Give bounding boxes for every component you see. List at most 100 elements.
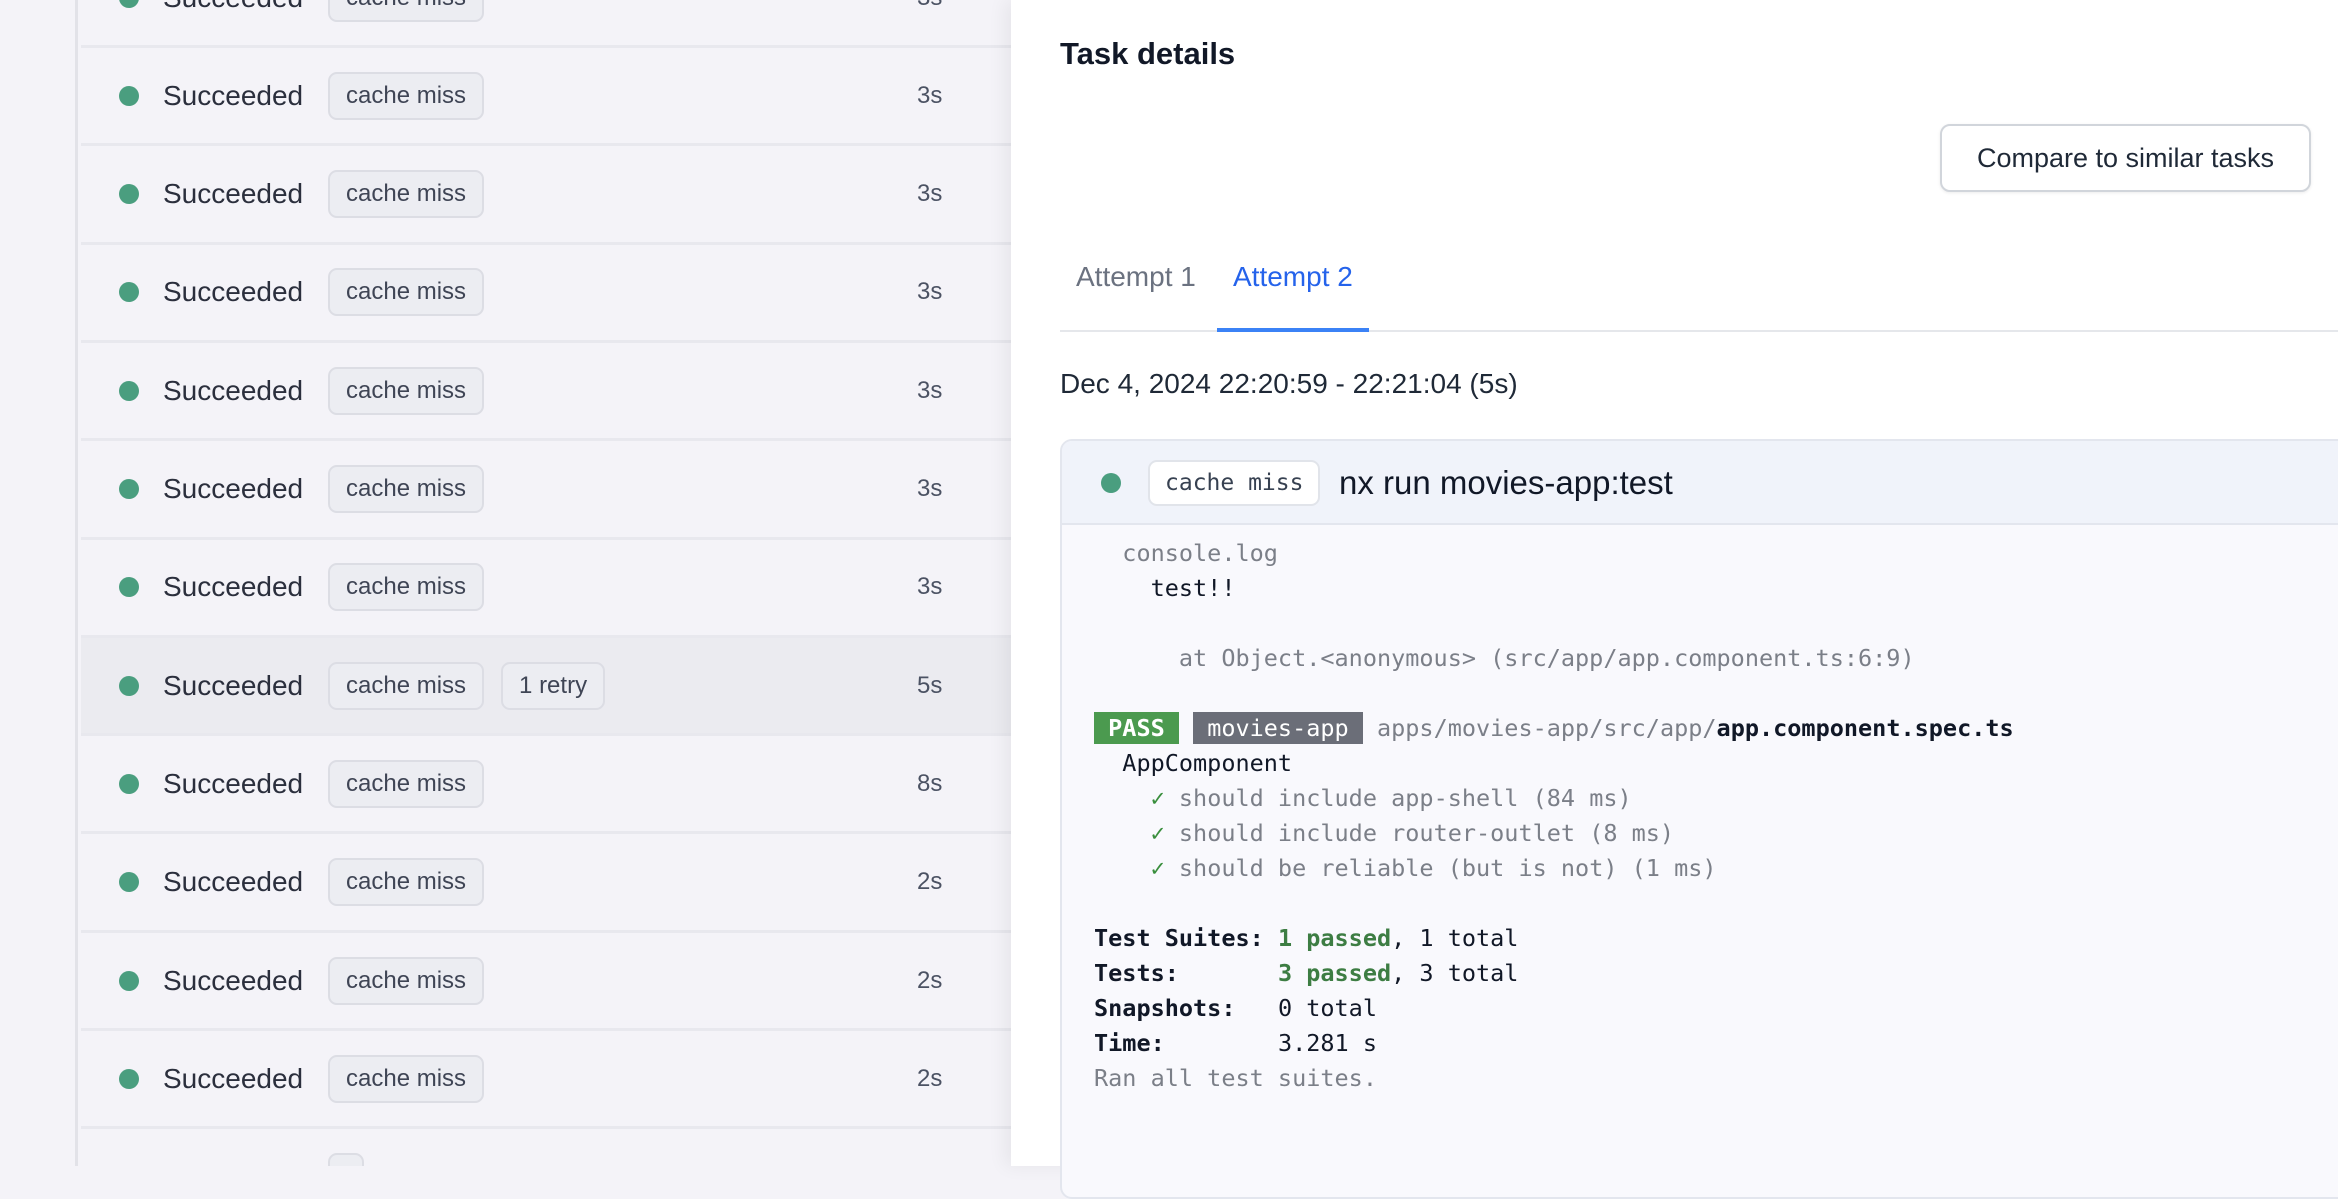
- task-badges: cache miss: [328, 268, 485, 317]
- task-row[interactable]: [81, 1130, 1011, 1166]
- task-duration: 2s: [917, 868, 943, 896]
- task-duration: 5s: [917, 671, 943, 699]
- task-badges: cache miss: [328, 170, 485, 219]
- success-status-dot: [119, 85, 139, 106]
- task-status: Succeeded: [163, 0, 303, 14]
- log-line: [1094, 886, 2014, 921]
- task-badges: cache miss 1 retry: [328, 661, 606, 710]
- log-line: AppComponent: [1094, 746, 2014, 781]
- task-list: Succeeded cache miss 3s Succeeded cache miss…: [81, 0, 1011, 1166]
- project-label: movies-app: [1193, 712, 1363, 744]
- task-duration: 8s: [917, 769, 943, 797]
- run-header[interactable]: cache miss nx run movies-app:test: [1062, 441, 2338, 525]
- log-line: console.log: [1094, 536, 2014, 571]
- log-line: [1094, 606, 2014, 641]
- task-row[interactable]: Succeeded cache miss 2s: [81, 933, 1011, 1031]
- log-segment: Time:: [1094, 1029, 1278, 1057]
- log-segment: [1094, 854, 1151, 882]
- check-icon: ✓: [1150, 854, 1165, 882]
- cache-status-badge: cache miss: [328, 1054, 485, 1103]
- task-row[interactable]: Succeeded cache miss 3s: [81, 147, 1011, 245]
- task-badges: cache miss: [328, 759, 485, 808]
- check-icon: ✓: [1150, 819, 1165, 847]
- task-duration: 3s: [917, 278, 943, 306]
- cache-status-badge: cache miss: [328, 858, 485, 907]
- left-gutter: [0, 0, 78, 1166]
- success-status-dot: [119, 577, 139, 598]
- terminal-output: console.log test!! at Object.<anonymous>…: [1094, 536, 2014, 1096]
- success-status-dot: [119, 479, 139, 499]
- cache-status-badge: cache miss: [1148, 460, 1321, 506]
- task-row[interactable]: Succeeded cache miss 8s: [81, 736, 1011, 835]
- task-details-panel: Task details Compare to similar tasks At…: [1011, 0, 2338, 1199]
- run-output-card: cache miss nx run movies-app:test consol…: [1060, 439, 2338, 1199]
- log-segment: apps/movies-app/src/app/: [1362, 714, 1717, 742]
- cache-status-badge: [328, 1153, 364, 1166]
- log-line: at Object.<anonymous> (src/app/app.compo…: [1094, 641, 2014, 676]
- task-status: Succeeded: [163, 964, 304, 996]
- task-row[interactable]: Succeeded cache miss 3s: [81, 540, 1011, 638]
- log-line: ✓ should include router-outlet (8 ms): [1094, 816, 2014, 851]
- tab-attempt-1[interactable]: Attempt 1: [1076, 261, 1196, 292]
- log-segment: should include router-outlet (8 ms): [1164, 819, 1675, 847]
- log-segment: app.component.spec.ts: [1716, 714, 2014, 742]
- log-line: Time: 3.281 s: [1094, 1026, 2014, 1061]
- cache-status-badge: cache miss: [328, 268, 485, 317]
- log-segment: test!!: [1094, 574, 1236, 602]
- task-duration: 3s: [917, 180, 943, 208]
- log-line: Tests: 3 passed, 3 total: [1094, 956, 2014, 991]
- task-status: Succeeded: [163, 866, 304, 898]
- task-status: Succeeded: [163, 571, 304, 603]
- task-row[interactable]: Succeeded cache miss 3s: [81, 245, 1011, 343]
- log-line: PASS movies-app apps/movies-app/src/app/…: [1094, 711, 2014, 746]
- success-status-dot: [119, 184, 139, 205]
- log-line: [1094, 676, 2014, 711]
- task-badges: cache miss: [328, 858, 485, 907]
- retry-badge: 1 retry: [501, 661, 606, 710]
- task-row[interactable]: Succeeded cache miss 3s: [81, 442, 1011, 540]
- log-segment: , 3 total: [1391, 959, 1519, 987]
- log-line: ✓ should be reliable (but is not) (1 ms): [1094, 851, 2014, 886]
- cache-status-badge: cache miss: [328, 170, 485, 219]
- task-duration: 3s: [917, 81, 943, 109]
- task-row[interactable]: Succeeded cache miss 2s: [81, 835, 1011, 933]
- log-segment: at Object.<anonymous> (src/app/app.compo…: [1094, 644, 1915, 672]
- cache-status-badge: cache miss: [328, 563, 485, 612]
- task-row[interactable]: Succeeded cache miss 3s: [81, 48, 1011, 147]
- task-row[interactable]: Succeeded cache miss 2s: [81, 1031, 1011, 1130]
- task-row[interactable]: Succeeded cache miss 3s: [81, 0, 1011, 48]
- task-badges: cache miss: [328, 956, 485, 1005]
- log-segment: AppComponent: [1094, 749, 1293, 777]
- task-badges: [328, 1153, 364, 1166]
- log-line: ✓ should include app-shell (84 ms): [1094, 781, 2014, 816]
- task-status: Succeeded: [163, 1062, 304, 1094]
- log-line: test!!: [1094, 571, 2014, 606]
- tab-attempt-2[interactable]: Attempt 2: [1217, 261, 1369, 332]
- success-status-dot: [119, 675, 139, 696]
- task-badges: cache miss: [328, 366, 485, 415]
- cache-status-badge: cache miss: [328, 661, 485, 710]
- task-row[interactable]: Succeeded cache miss 3s: [81, 343, 1011, 442]
- log-segment: should include app-shell (84 ms): [1164, 784, 1632, 812]
- task-status: Succeeded: [163, 178, 304, 210]
- task-duration: 3s: [917, 376, 943, 404]
- compare-similar-tasks-button[interactable]: Compare to similar tasks: [1940, 124, 2311, 192]
- log-segment: console.log: [1094, 539, 1278, 567]
- task-duration: 3s: [917, 573, 943, 601]
- success-status-dot: [119, 1068, 139, 1089]
- cache-status-badge: cache miss: [328, 759, 485, 808]
- log-segment: 1 passed: [1277, 924, 1392, 952]
- attempt-tabs: Attempt 1 Attempt 2: [1060, 245, 2338, 332]
- run-command: nx run movies-app:test: [1339, 464, 1673, 501]
- task-status: Succeeded: [163, 276, 304, 308]
- check-icon: ✓: [1150, 784, 1165, 812]
- cache-status-badge: cache miss: [328, 465, 485, 513]
- success-status-dot: [119, 0, 139, 8]
- cache-status-badge: cache miss: [328, 956, 485, 1005]
- task-row[interactable]: Succeeded cache miss 1 retry 5s: [81, 638, 1011, 737]
- log-segment: should be reliable (but is not) (1 ms): [1164, 854, 1717, 882]
- log-line: Ran all test suites.: [1094, 1061, 2014, 1096]
- log-segment: Tests:: [1094, 959, 1278, 987]
- log-segment: , 1 total: [1391, 924, 1519, 952]
- task-status: Succeeded: [163, 79, 304, 111]
